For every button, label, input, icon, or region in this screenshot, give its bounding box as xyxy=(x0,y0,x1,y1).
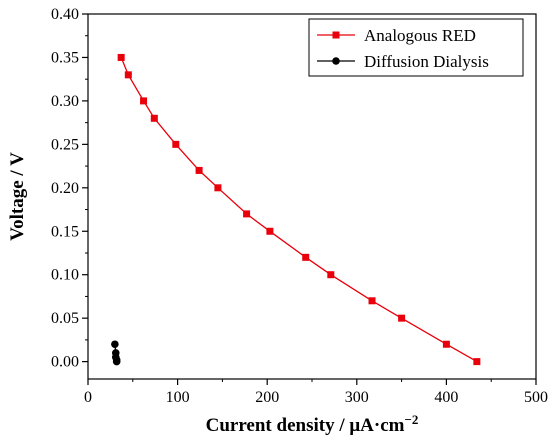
series-line xyxy=(120,57,478,363)
data-point xyxy=(195,166,203,174)
data-point xyxy=(150,114,158,122)
y-tick-label: 0.35 xyxy=(51,49,79,66)
y-tick-label: 0.20 xyxy=(51,180,79,197)
legend-box xyxy=(308,18,524,77)
y-tick-label: 0.00 xyxy=(51,354,79,371)
data-point xyxy=(368,297,376,305)
x-tick-label: 400 xyxy=(434,389,458,406)
legend-item: Analogous RED xyxy=(317,26,476,45)
x-axis: 0 100 200 300 400 500 xyxy=(84,379,548,406)
series-layer xyxy=(111,53,481,366)
legend-label: Analogous RED xyxy=(364,26,476,45)
data-point xyxy=(117,53,125,61)
x-tick-label: 0 xyxy=(84,389,92,406)
x-axis-title: Current density / μA·cm−2 xyxy=(206,412,419,437)
x-tick-label: 300 xyxy=(345,389,369,406)
legend-marker xyxy=(332,57,340,65)
y-tick-label: 0.05 xyxy=(51,310,79,327)
data-point xyxy=(112,357,121,366)
y-tick-label: 0.10 xyxy=(51,267,79,284)
y-tick-label: 0.25 xyxy=(51,136,79,153)
data-point xyxy=(243,210,251,218)
data-point xyxy=(214,184,222,192)
legend-marker xyxy=(332,31,340,39)
y-axis: 0.00 0.05 0.10 0.15 0.20 0.25 0.30 0.35 0.40 xyxy=(51,6,88,371)
y-axis-title: Voltage / V xyxy=(7,152,28,241)
x-axis-title-exponent: −2 xyxy=(404,412,418,427)
data-point xyxy=(442,340,450,348)
y-tick-label: 0.15 xyxy=(51,223,79,240)
legend-label: Diffusion Dialysis xyxy=(364,52,489,71)
data-point xyxy=(302,253,310,261)
data-point xyxy=(398,314,406,322)
series-1 xyxy=(111,340,121,366)
data-point xyxy=(327,271,335,279)
series-0 xyxy=(117,53,481,366)
y-tick-label: 0.30 xyxy=(51,93,79,110)
data-point xyxy=(172,140,180,148)
data-point xyxy=(140,97,148,105)
legend: Analogous RED Diffusion Dialysis xyxy=(308,18,524,77)
data-point xyxy=(124,71,132,79)
data-point xyxy=(473,358,481,366)
x-tick-label: 100 xyxy=(166,389,190,406)
legend-item: Diffusion Dialysis xyxy=(317,52,489,71)
x-axis-title-main: Current density / μA·cm xyxy=(206,415,405,436)
x-tick-label: 500 xyxy=(524,389,548,406)
data-point xyxy=(111,340,119,349)
y-tick-label: 0.40 xyxy=(51,6,79,23)
data-point xyxy=(266,227,274,235)
x-tick-label: 200 xyxy=(255,389,279,406)
